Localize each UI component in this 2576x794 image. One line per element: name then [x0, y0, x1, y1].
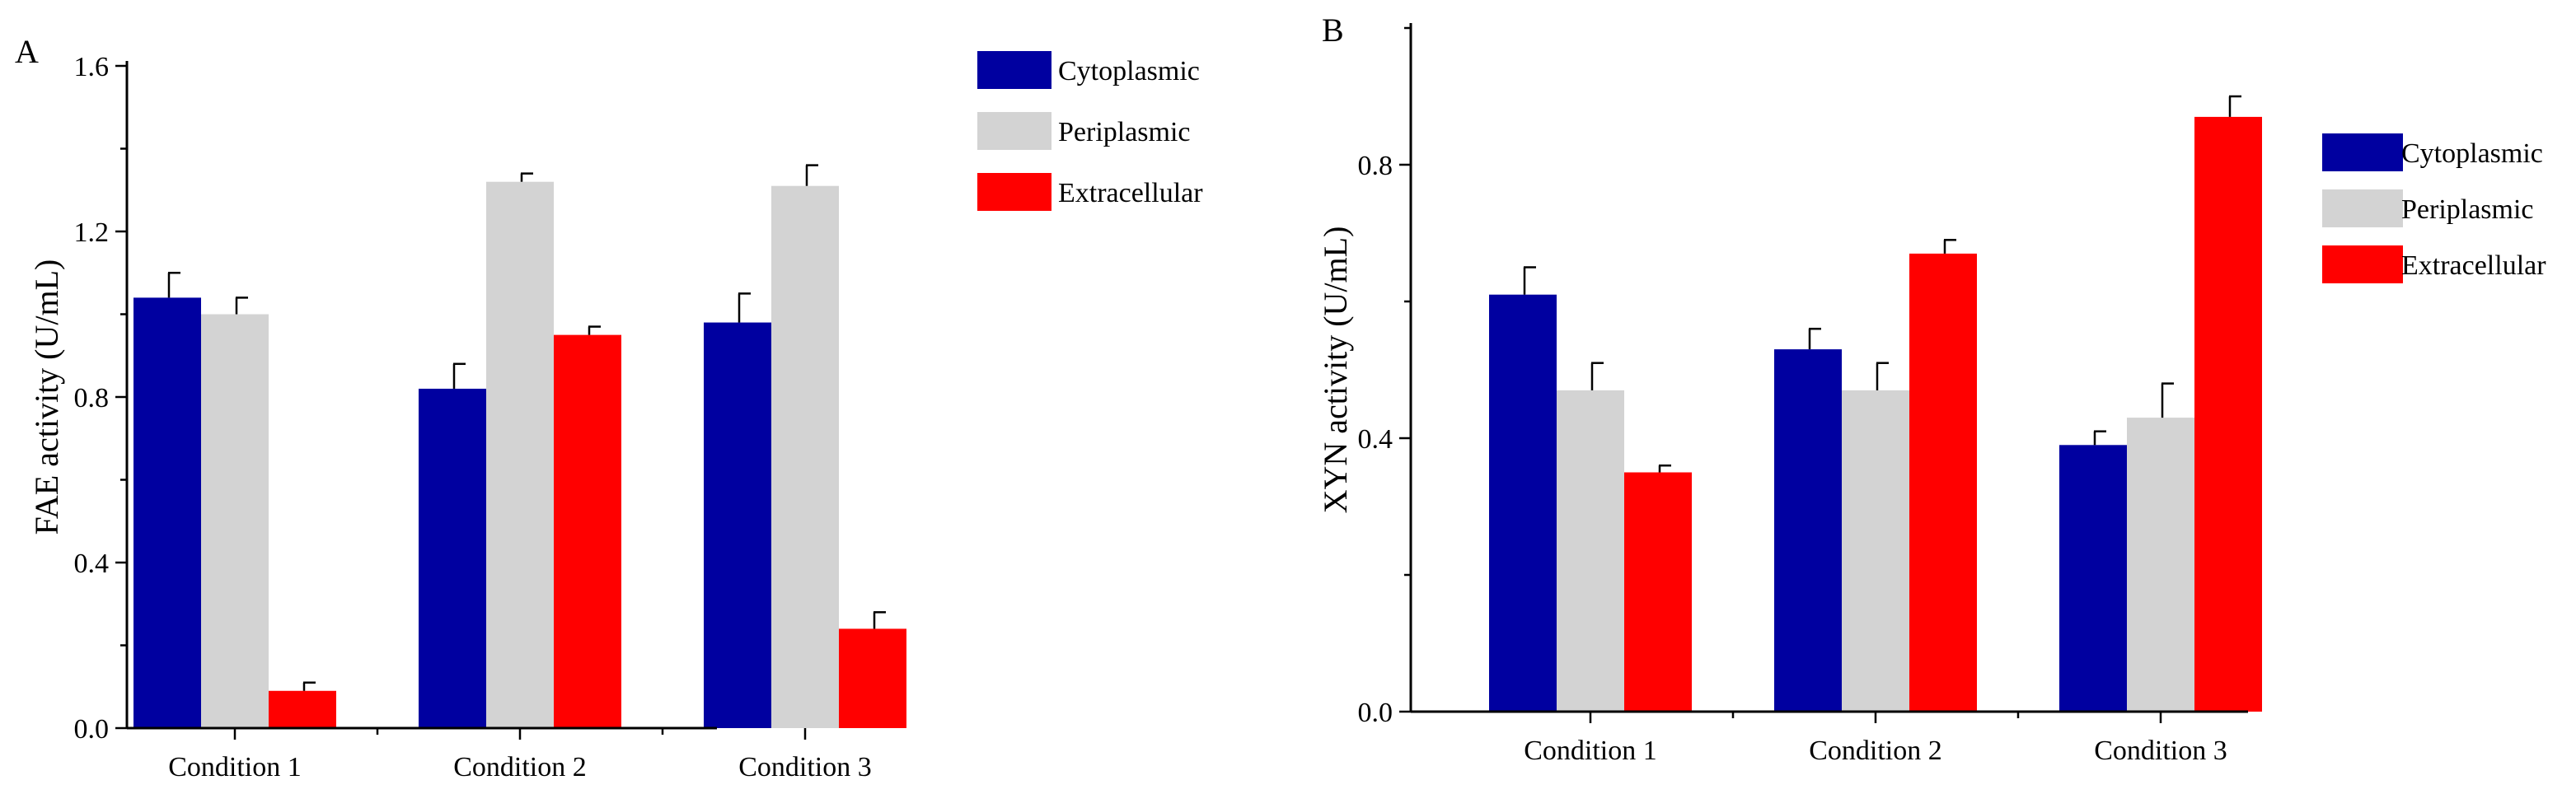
y-tick-label: 0.4: [74, 549, 110, 579]
y-tick-label: 1.6: [74, 52, 110, 82]
bar: [2127, 418, 2194, 712]
bar: [1489, 294, 1557, 712]
y-tick-label: 0.0: [1358, 698, 1393, 728]
bar: [704, 322, 771, 728]
legend-swatch: [2322, 133, 2403, 171]
x-tick-label: Condition 1: [168, 752, 302, 782]
bar: [201, 314, 269, 728]
bar: [1909, 253, 1977, 712]
legend: Cytoplasmic Periplasmic Extracellular: [2322, 133, 2546, 283]
legend-swatch: [977, 51, 1051, 89]
bar: [2194, 116, 2262, 712]
y-tick-label: 0.8: [74, 383, 110, 413]
bar: [771, 185, 839, 729]
y-tick-label: 0.4: [1358, 424, 1393, 455]
y-tick-label: 1.2: [74, 217, 110, 248]
x-tick-label: Condition 3: [2094, 736, 2227, 766]
legend-swatch: [977, 173, 1051, 211]
legend-swatch: [2322, 245, 2403, 283]
panel-letter: A: [15, 33, 39, 70]
bar: [419, 388, 486, 728]
legend-label: Extracellular: [1058, 178, 1203, 208]
bar: [1624, 472, 1692, 712]
legend-swatch: [2322, 189, 2403, 227]
x-tick-label: Condition 2: [1809, 736, 1942, 766]
bar: [1842, 390, 1909, 712]
chart-panel-b: B 0.0 0.4 0.8 Condition 1 Condition 2 Conditio…: [1317, 12, 2546, 766]
chart-panel-a: A 0.0 0.4 0.8 1.2 1.6 Condition 1 Condition 2 Co…: [15, 33, 1203, 782]
x-tick-label: Condition 2: [453, 752, 587, 782]
panel-letter: B: [1322, 12, 1344, 49]
x-tick-label: Condition 3: [738, 752, 872, 782]
y-axis-title: FAE activity (U/mL): [28, 259, 65, 535]
legend-label: Cytoplasmic: [2401, 138, 2543, 169]
bar: [269, 690, 336, 728]
legend: Cytoplasmic Periplasmic Extracellular: [977, 51, 1203, 211]
bar: [486, 181, 554, 728]
legend-label: Periplasmic: [2401, 194, 2534, 225]
x-tick-label: Condition 1: [1524, 736, 1657, 766]
legend-label: Periplasmic: [1058, 117, 1191, 147]
y-tick-label: 0.8: [1358, 151, 1393, 181]
bar: [1774, 349, 1842, 712]
bar: [554, 334, 621, 728]
bar: [133, 297, 201, 728]
legend-swatch: [977, 112, 1051, 150]
bar: [2059, 445, 2127, 712]
legend-label: Cytoplasmic: [1058, 56, 1200, 86]
y-axis-title: XYN activity (U/mL): [1317, 227, 1354, 514]
bar: [1557, 390, 1624, 712]
bar: [839, 628, 906, 728]
legend-label: Extracellular: [2401, 250, 2546, 281]
y-tick-label: 0.0: [74, 714, 110, 745]
